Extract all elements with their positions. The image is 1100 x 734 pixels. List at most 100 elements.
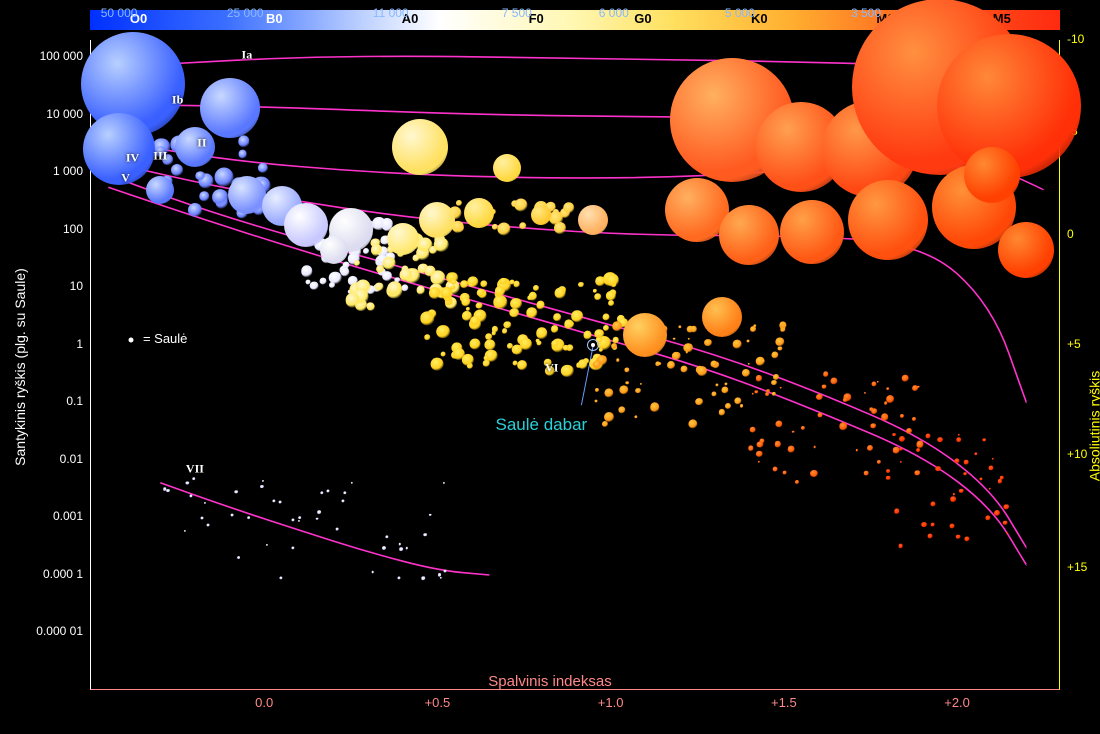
star-point: [788, 446, 795, 453]
star-point: [810, 470, 818, 478]
star-point: [712, 391, 717, 396]
y-left-axis-title: Santykinis ryškis (plg. su Saule): [12, 268, 28, 466]
star-point: [461, 281, 469, 289]
star-point: [871, 382, 876, 387]
star-point: [485, 333, 493, 341]
star-point: [326, 489, 329, 492]
star-point: [813, 446, 816, 449]
star-point: [563, 202, 575, 214]
star-point: [740, 404, 744, 408]
plot-area: Paviršiaus temperatūra oK 100 00010 0001…: [90, 40, 1060, 690]
star-point: [771, 380, 777, 386]
star-point: [476, 302, 483, 309]
star-point: [930, 501, 935, 506]
star-point: [900, 448, 903, 451]
star-point: [451, 280, 457, 286]
star-point: [766, 389, 770, 393]
star-point: [650, 403, 660, 413]
y-left-tick-label: 0.000 01: [36, 624, 91, 638]
star-point: [795, 480, 799, 484]
star-point: [921, 522, 927, 528]
star-point: [604, 412, 614, 422]
star-point: [477, 288, 486, 297]
star-point: [964, 460, 969, 465]
star-point: [371, 244, 383, 256]
sun-legend-label: = Saulė: [143, 331, 187, 346]
sun-now-label: Saulė dabar: [496, 415, 588, 435]
star-point: [262, 480, 264, 482]
star-point: [864, 471, 869, 476]
star-large: [578, 205, 608, 235]
star-point: [636, 388, 642, 394]
star-point: [746, 340, 749, 343]
star-point: [346, 293, 361, 308]
star-point: [397, 577, 400, 580]
star-point: [937, 437, 943, 443]
star-point: [595, 388, 599, 392]
y-right-tick-label: +10: [1059, 447, 1087, 461]
star-point: [278, 501, 281, 504]
star-point: [711, 360, 718, 367]
star-point: [1003, 520, 1008, 525]
star-point: [690, 326, 697, 333]
star-large: [387, 223, 419, 255]
star-point: [867, 445, 873, 451]
star-point: [822, 384, 827, 389]
star-point: [749, 426, 756, 433]
star-point: [579, 282, 585, 288]
y-left-tick-label: 1 000: [53, 164, 91, 178]
star-point: [189, 494, 192, 497]
star-point: [510, 279, 515, 284]
star-point: [578, 359, 588, 369]
star-point: [298, 516, 302, 520]
star-point: [818, 413, 823, 418]
star-point: [613, 322, 623, 332]
y-left-tick-label: 0.001: [53, 509, 91, 523]
star-point: [317, 510, 321, 514]
star-point: [951, 496, 957, 502]
star-large: [531, 205, 551, 225]
star-point: [886, 387, 890, 391]
star-large: [719, 205, 779, 265]
star-point: [762, 360, 765, 363]
temperature-tick-label: 25 000: [227, 6, 264, 20]
star-point: [602, 314, 609, 321]
star-point: [697, 366, 707, 376]
star-point: [291, 519, 294, 522]
star-point: [470, 316, 480, 326]
star-point: [680, 366, 687, 373]
luminosity-class-curve: [160, 483, 489, 575]
star-point: [898, 544, 903, 549]
star-point: [171, 164, 183, 176]
star-point: [212, 189, 228, 205]
star-point: [773, 467, 778, 472]
star-point: [383, 256, 396, 269]
star-point: [956, 534, 961, 539]
star-point: [298, 520, 300, 522]
y-right-tick-label: +5: [1059, 337, 1081, 351]
star-point: [906, 428, 912, 434]
star-point: [320, 278, 327, 285]
x-bottom-tick-label: +2.0: [944, 689, 970, 710]
star-point: [612, 337, 619, 344]
hr-diagram: O0B0A0F0G0K0M0M550 00025 00011 0007 5006…: [0, 0, 1100, 734]
star-point: [927, 534, 932, 539]
star-point: [994, 510, 1000, 516]
star-large: [320, 236, 348, 264]
star-point: [611, 344, 617, 350]
star-point: [695, 398, 703, 406]
star-point: [399, 268, 412, 281]
star-point: [162, 154, 174, 166]
star-large: [623, 313, 667, 357]
y-left-tick-label: 0.000 1: [43, 567, 91, 581]
spectral-class-label: G0: [634, 11, 651, 26]
star-point: [310, 281, 319, 290]
star-point: [881, 413, 889, 421]
star-point: [733, 340, 742, 349]
star-point: [431, 357, 444, 370]
star-point: [750, 326, 756, 332]
temperature-tick-label: 7 500: [502, 6, 532, 20]
temperature-tick-label: 5 000: [725, 6, 755, 20]
star-point: [757, 441, 764, 448]
star-point: [237, 556, 241, 560]
